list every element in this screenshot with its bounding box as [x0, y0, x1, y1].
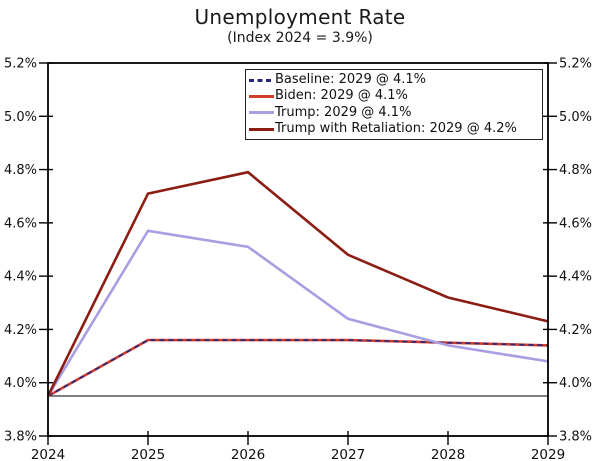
- svg-text:4.0%: 4.0%: [559, 376, 592, 391]
- svg-text:2029: 2029: [531, 447, 565, 461]
- legend-item-trump-retaliation: Trump with Retaliation: 2029 @ 4.2%: [249, 121, 539, 137]
- svg-text:2028: 2028: [431, 447, 465, 461]
- svg-text:3.8%: 3.8%: [4, 430, 37, 445]
- svg-text:4.2%: 4.2%: [4, 323, 37, 338]
- svg-text:5.0%: 5.0%: [559, 110, 592, 125]
- svg-text:4.4%: 4.4%: [4, 270, 37, 285]
- svg-text:4.6%: 4.6%: [559, 216, 592, 231]
- svg-text:4.4%: 4.4%: [559, 270, 592, 285]
- svg-text:2024: 2024: [31, 447, 65, 461]
- legend-label-biden: Biden: 2029 @ 4.1%: [275, 88, 408, 104]
- svg-text:3.8%: 3.8%: [559, 430, 592, 445]
- svg-text:5.2%: 5.2%: [4, 57, 37, 72]
- trump-line-swatch-icon: [249, 111, 274, 115]
- chart-subtitle: (Index 2024 = 3.9%): [227, 30, 373, 46]
- legend-label-trump-retaliation: Trump with Retaliation: 2029 @ 4.2%: [275, 121, 517, 137]
- legend: Baseline: 2029 @ 4.1% Biden: 2029 @ 4.1%…: [245, 69, 543, 141]
- svg-text:2025: 2025: [131, 447, 165, 461]
- legend-label-trump: Trump: 2029 @ 4.1%: [275, 104, 412, 120]
- legend-label-baseline: Baseline: 2029 @ 4.1%: [275, 72, 427, 88]
- chart-title: Unemployment Rate: [194, 5, 406, 29]
- svg-text:2027: 2027: [331, 447, 365, 461]
- svg-text:5.2%: 5.2%: [559, 57, 592, 72]
- legend-item-baseline: Baseline: 2029 @ 4.1%: [249, 72, 539, 88]
- svg-text:2026: 2026: [231, 447, 265, 461]
- svg-text:4.8%: 4.8%: [559, 163, 592, 178]
- svg-text:5.0%: 5.0%: [4, 110, 37, 125]
- baseline-line-swatch-icon: [249, 78, 274, 82]
- legend-item-trump: Trump: 2029 @ 4.1%: [249, 105, 539, 121]
- svg-text:4.6%: 4.6%: [4, 216, 37, 231]
- biden-line-swatch-icon: [249, 94, 274, 98]
- svg-text:4.2%: 4.2%: [559, 323, 592, 338]
- legend-item-biden: Biden: 2029 @ 4.1%: [249, 88, 539, 104]
- svg-text:4.0%: 4.0%: [4, 376, 37, 391]
- svg-text:4.8%: 4.8%: [4, 163, 37, 178]
- trump-retaliation-line-swatch-icon: [249, 127, 274, 131]
